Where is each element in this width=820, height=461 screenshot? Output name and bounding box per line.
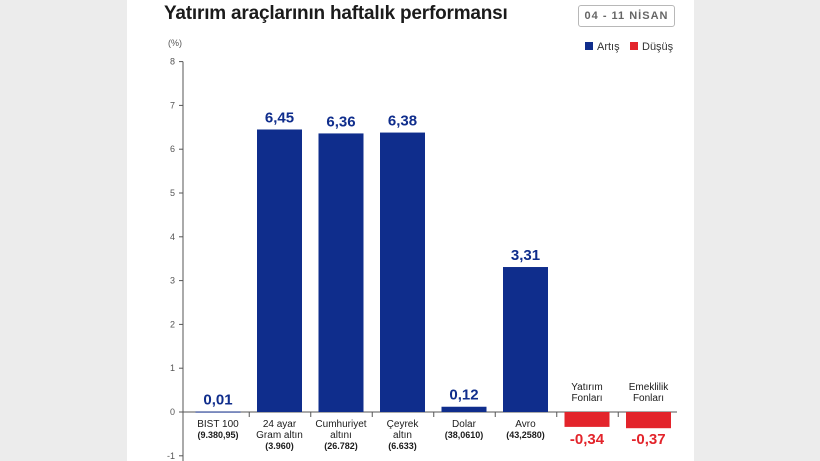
category-label: altını <box>330 430 352 441</box>
data-label: 0,12 <box>449 387 478 404</box>
right-margin <box>694 0 820 461</box>
y-tick-label: 7 <box>170 100 175 110</box>
category-label: altın <box>393 430 412 441</box>
category-sublabel: (26.782) <box>324 441 358 451</box>
category-label: Çeyrek <box>387 419 420 430</box>
bar <box>503 267 548 412</box>
y-tick-label: 4 <box>170 232 175 242</box>
category-label: Fonları <box>571 393 602 404</box>
category-sublabel: (38,0610) <box>445 430 484 440</box>
y-tick-label: 1 <box>170 363 175 373</box>
left-margin <box>0 0 127 461</box>
bar <box>318 133 364 412</box>
data-label: 3,31 <box>511 247 540 264</box>
category-label: Gram altın <box>256 430 303 441</box>
data-label: 6,36 <box>326 113 355 130</box>
category-sublabel: (3.960) <box>265 441 294 451</box>
data-label: 6,38 <box>388 113 417 130</box>
legend-swatch-artis <box>585 42 593 50</box>
category-sublabel: (43,2580) <box>506 430 545 440</box>
category-label: Yatırım <box>571 382 602 393</box>
legend-swatch-dusus <box>630 42 638 50</box>
y-tick-label: -1 <box>167 451 175 461</box>
bar <box>380 132 425 412</box>
category-sublabel: (9.380,95) <box>197 430 238 440</box>
legend-label-artis: Artış <box>597 41 620 53</box>
data-label: -0,34 <box>570 431 605 448</box>
category-label: Avro <box>515 419 536 430</box>
y-axis-unit-label: (%) <box>168 38 182 48</box>
legend-label-dusus: Düşüş <box>642 41 674 53</box>
y-tick-label: 3 <box>170 276 175 286</box>
date-range-badge: 04 - 11 NİSAN <box>578 5 675 27</box>
data-label: 0,01 <box>203 392 232 409</box>
y-tick-label: 5 <box>170 188 175 198</box>
data-label: 6,45 <box>265 109 294 126</box>
bar <box>195 411 241 413</box>
category-sublabel: (6.633) <box>388 441 417 451</box>
y-tick-label: 8 <box>170 57 175 67</box>
y-tick-label: 0 <box>170 407 175 417</box>
bar <box>564 412 610 427</box>
category-label: Emeklilik <box>629 382 669 393</box>
category-label: Dolar <box>452 419 477 430</box>
chart-title: Yatırım araçlarının haftalık performansı <box>164 3 508 24</box>
category-label: Cumhuriyet <box>315 419 366 430</box>
category-label: 24 ayar <box>263 419 297 430</box>
y-tick-label: 6 <box>170 144 175 154</box>
chart-panel: Yatırım araçlarının haftalık performansı… <box>127 0 694 461</box>
category-label: BIST 100 <box>197 419 239 430</box>
category-label: Fonları <box>633 393 664 404</box>
data-label: -0,37 <box>631 431 665 448</box>
y-tick-label: 2 <box>170 319 175 329</box>
bar-chart: (%) -1 0 1 2 3 4 5 6 7 8 0,01 BIST 100(9.380,95) 6,45… <box>167 38 677 461</box>
bar <box>441 406 487 412</box>
bar <box>257 129 302 413</box>
bar <box>626 412 671 429</box>
